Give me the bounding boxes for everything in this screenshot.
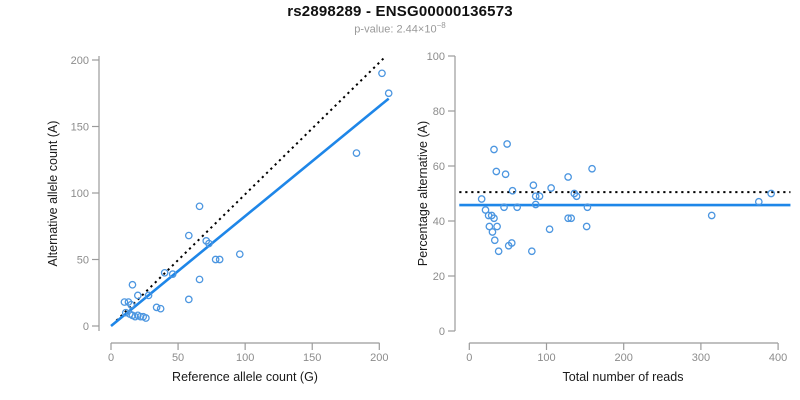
x-axis-title: Reference allele count (G): [172, 370, 318, 384]
data-point: [501, 170, 510, 179]
y-tick-label: 200: [71, 55, 89, 67]
identity-line: [115, 55, 387, 322]
data-point: [121, 308, 130, 317]
data-point: [545, 225, 554, 234]
data-point: [195, 275, 204, 284]
p-value-text: p-value: 2.44×10: [354, 23, 437, 36]
data-point: [160, 268, 169, 277]
x-tick-label: 200: [615, 352, 633, 364]
data-point: [503, 140, 511, 148]
y-axis-title: Alternative allele count (A): [46, 121, 60, 267]
data-point: [184, 231, 193, 240]
x-tick-label: 100: [236, 352, 254, 364]
data-point: [494, 247, 503, 256]
x-axis-title: Total number of reads: [563, 370, 684, 384]
data-point: [513, 203, 522, 212]
data-point: [754, 197, 763, 206]
data-point: [235, 250, 244, 259]
data-point: [488, 228, 497, 236]
data-point: [707, 211, 716, 220]
data-point: [490, 236, 499, 245]
data-point: [767, 189, 776, 198]
data-point: [142, 314, 150, 322]
data-point: [215, 255, 224, 264]
data-point: [152, 303, 161, 312]
y-tick-label: 100: [71, 188, 89, 200]
data-point: [195, 202, 204, 211]
data-point: [384, 89, 393, 98]
data-point: [527, 247, 536, 256]
data-point: [529, 181, 538, 190]
data-point: [127, 300, 135, 309]
data-point: [490, 214, 498, 223]
data-point: [168, 270, 177, 278]
regression-line: [110, 97, 390, 328]
x-tick-label: 0: [108, 352, 114, 364]
y-tick-label: 150: [71, 122, 89, 134]
data-point: [564, 214, 572, 223]
data-point: [493, 222, 501, 231]
figure-subtitle: p-value: 2.44×10−8: [0, 21, 800, 36]
data-point: [508, 186, 517, 195]
data-point: [564, 173, 572, 181]
data-point: [156, 304, 165, 313]
data-point: [128, 280, 137, 289]
data-point: [535, 192, 544, 201]
data-point: [507, 239, 516, 247]
data-point: [136, 312, 145, 321]
data-point: [120, 298, 129, 306]
data-point: [184, 295, 193, 304]
data-point: [531, 200, 540, 209]
data-point: [492, 167, 501, 176]
data-point: [133, 291, 142, 300]
x-tick-label: 200: [370, 352, 388, 364]
x-tick-label: 0: [466, 352, 472, 364]
data-point: [352, 149, 361, 157]
y-axis-title: Percentage alternative (A): [416, 121, 430, 266]
y-tick-label: 60: [433, 161, 445, 173]
y-tick-label: 20: [433, 271, 445, 283]
x-tick-label: 50: [172, 352, 184, 364]
y-tick-label: 50: [77, 255, 89, 267]
data-point: [583, 203, 592, 212]
p-value-exponent: −8: [436, 21, 446, 30]
data-point: [205, 239, 213, 248]
data-point: [477, 195, 486, 203]
data-point: [572, 192, 581, 201]
data-point: [485, 222, 494, 231]
data-point: [582, 222, 591, 231]
y-tick-label: 40: [433, 216, 445, 228]
data-point: [547, 184, 555, 192]
x-tick-label: 400: [769, 352, 787, 364]
x-tick-label: 150: [303, 352, 321, 364]
y-tick-label: 0: [439, 326, 445, 338]
y-tick-label: 0: [83, 321, 89, 333]
data-point: [211, 255, 220, 264]
y-tick-label: 100: [427, 51, 445, 63]
data-point: [481, 206, 490, 214]
data-point: [378, 69, 386, 78]
data-point: [588, 164, 596, 173]
data-point: [567, 214, 576, 223]
data-point: [490, 145, 498, 154]
x-tick-label: 300: [692, 352, 710, 364]
data-point: [500, 203, 508, 212]
data-point: [144, 291, 153, 300]
x-tick-label: 100: [537, 352, 555, 364]
data-point: [531, 192, 540, 201]
figure-title: rs2898289 - ENSG00000136573: [287, 3, 513, 20]
y-tick-label: 80: [433, 106, 445, 118]
